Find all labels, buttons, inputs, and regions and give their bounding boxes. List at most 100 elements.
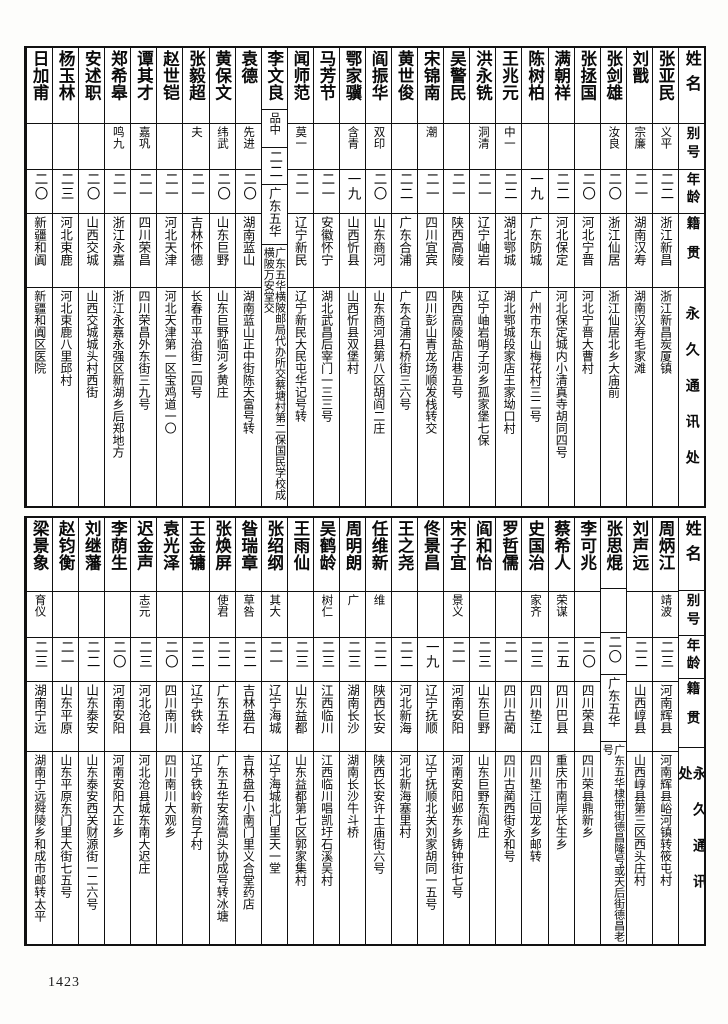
cell-address-text: 广东合浦石桥街三六号 xyxy=(397,290,412,410)
cell-address-text: 浙江新昌炭厦镇 xyxy=(658,290,673,374)
cell-province-text: 山东益都 xyxy=(292,684,308,734)
cell-alias-text: 鸣九 xyxy=(111,126,126,149)
cell-name: 阎振华 xyxy=(365,48,392,124)
cell-age-text: 二〇 xyxy=(31,172,48,201)
roster-entry-column: 李荫生 二〇 河南安阳 河南安阳大正乡 xyxy=(104,518,131,944)
cell-age-text: 二〇 xyxy=(109,640,126,669)
cell-address-text: 广州市东山梅花村三二号 xyxy=(528,290,543,422)
roster-entry-column: 日加甫 二〇 新疆和阗 新疆和阗区医院 xyxy=(25,48,53,506)
cell-address-text: 四川古蔺西街永和号 xyxy=(502,754,517,862)
cell-alias: 嘉巩 xyxy=(131,124,157,170)
cell-name: 宋锦南 xyxy=(418,48,444,124)
cell-province-text: 河北束鹿 xyxy=(58,216,74,266)
cell-province-text: 河北天津 xyxy=(162,216,178,266)
cell-name: 梁景象 xyxy=(26,518,53,592)
roster-entry-column: 黄保文 纬武 二〇 山东巨野 山东巨野临河乡黄庄 xyxy=(208,48,235,506)
cell-address-text: 山东巨野东阎庄 xyxy=(476,754,491,838)
cell-alias-text: 景义 xyxy=(450,594,465,617)
cell-address-text: 浙江永嘉永强区新湖乡后郑地方 xyxy=(110,290,125,458)
header-cell-age-text: 年龄 xyxy=(683,172,700,207)
cell-alias-text: 志元 xyxy=(137,594,152,617)
cell-age: 二三 xyxy=(131,638,157,682)
cell-alias xyxy=(157,124,183,170)
cell-name: 张焕屏 xyxy=(209,518,235,592)
cell-name-text: 梁景象 xyxy=(30,520,50,571)
cell-address-text: 广东五华安流嵩头协成号转冰塘 xyxy=(215,754,230,922)
cell-province: 河南安阳 xyxy=(444,682,470,752)
cell-address-text: 山东泰安西关财源街一二六号 xyxy=(84,754,99,910)
cell-alias-text: 使君 xyxy=(216,594,231,617)
cell-alias: 志元 xyxy=(131,592,157,638)
cell-province: 山东泰安 xyxy=(79,682,105,752)
cell-address: 河北宁晋大曹村 xyxy=(575,288,600,506)
cell-name-text: 陈树柏 xyxy=(525,50,545,101)
cell-alias xyxy=(392,124,418,170)
cell-name: 张剑雄 xyxy=(600,48,626,124)
cell-alias-text: 双印 xyxy=(372,126,387,149)
cell-province-text: 新疆和阗 xyxy=(32,216,47,266)
cell-name-text: 阎和怡 xyxy=(473,520,493,571)
cell-alias xyxy=(496,592,522,638)
cell-name: 陈树柏 xyxy=(522,48,548,124)
roster-entry-column: 佟景昌 一九 辽宁抚顺 辽宁抚顺北关刘家胡同一五号 xyxy=(417,518,444,944)
cell-address: 吉林盘石小南门里义合堂药店 xyxy=(236,752,261,944)
cell-alias: 草咎 xyxy=(235,592,261,638)
cell-province-text: 浙江永嘉 xyxy=(110,216,126,266)
cell-alias: 树仁 xyxy=(313,592,339,638)
cell-age: 二一 xyxy=(53,638,79,682)
roster-entry-column: 张拯国 二〇 河北宁晋 河北宁晋大曹村 xyxy=(573,48,600,506)
cell-address-text: 湖南长沙牛斗桥 xyxy=(345,754,360,838)
cell-alias xyxy=(26,124,53,170)
cell-name-text: 黄保文 xyxy=(212,50,232,101)
cell-province: 四川巴县 xyxy=(548,682,574,752)
cell-alias: 家齐 xyxy=(522,592,548,638)
cell-alias xyxy=(157,592,183,638)
cell-age: 二〇 xyxy=(600,170,626,214)
cell-age-text: 二三 xyxy=(474,640,491,669)
cell-alias-text: 家齐 xyxy=(528,594,543,617)
cell-address: 四川荣县鼎新乡 xyxy=(575,752,600,944)
roster-entry-column: 洪永铣 洞清 二一 辽宁岫岩 辽宁岫岩哨子河乡孤家堡七保 xyxy=(469,48,496,506)
cell-province: 山东平原 xyxy=(53,682,79,752)
cell-age: 二二 xyxy=(209,638,235,682)
cell-age-text: 二一 xyxy=(448,640,465,669)
cell-address: 河南辉县峪河镇转筱屯村 xyxy=(653,752,678,944)
cell-alias: 鸣九 xyxy=(105,124,131,170)
cell-province-text: 广东合浦 xyxy=(397,216,413,266)
cell-name: 赵钧衡 xyxy=(53,518,79,592)
cell-province: 山西交城 xyxy=(79,214,105,288)
header-cell-address-text: 永久通讯处 xyxy=(683,306,700,486)
roster-entry-column: 张毅超夫二一 吉林怀德 长春市平治街二四号 xyxy=(182,48,209,506)
roster-entry-column: 阎和怡 二三 山东巨野 山东巨野东阎庄 xyxy=(469,518,496,944)
cell-province-text: 河南安阳 xyxy=(110,684,126,734)
cell-alias: 景义 xyxy=(444,592,470,638)
cell-age: 二二 xyxy=(392,638,418,682)
cell-province-text: 广东五华 xyxy=(605,676,621,727)
cell-province: 河北天津 xyxy=(157,214,183,288)
cell-alias-text: 夫 xyxy=(189,126,204,138)
cell-province-text: 山东泰安 xyxy=(84,684,100,734)
cell-age: 二一 xyxy=(496,638,522,682)
cell-province-text: 广东五华 xyxy=(266,186,282,237)
cell-alias-text: 草咎 xyxy=(242,594,257,617)
cell-age: 二二 xyxy=(183,638,209,682)
table-header-column: 姓名 别号 年龄 籍贯 永久通讯处 xyxy=(677,48,704,506)
cell-name: 李荫生 xyxy=(105,518,131,592)
cell-age: 二三 xyxy=(522,638,548,682)
cell-age: 二〇 xyxy=(574,170,600,214)
cell-address-text: 河北宁晋大曹村 xyxy=(580,290,595,374)
cell-age: 一九 xyxy=(522,170,548,214)
cell-address-text: 河北沧县城东南大迟庄 xyxy=(137,754,152,874)
cell-age: 一九 xyxy=(418,638,444,682)
cell-name: 赵世铠 xyxy=(157,48,183,124)
cell-address-text: 湖南宁远舜陵乡和成市邮转太平 xyxy=(32,754,47,922)
cell-name-text: 李可兆 xyxy=(577,520,597,571)
cell-alias xyxy=(53,124,79,170)
cell-alias: 广 xyxy=(339,592,365,638)
cell-province-text: 四川巴县 xyxy=(553,684,569,734)
roster-entry-column: 宋子宜 景义 二一 河南安阳 河南安阳邺东乡铸钟街七号 xyxy=(443,518,470,944)
cell-name: 张亚民 xyxy=(652,48,678,124)
cell-name: 昝瑞章 xyxy=(235,518,261,592)
cell-address: 浙江新昌炭厦镇 xyxy=(653,288,678,506)
cell-age-text: 二三 xyxy=(57,172,74,201)
